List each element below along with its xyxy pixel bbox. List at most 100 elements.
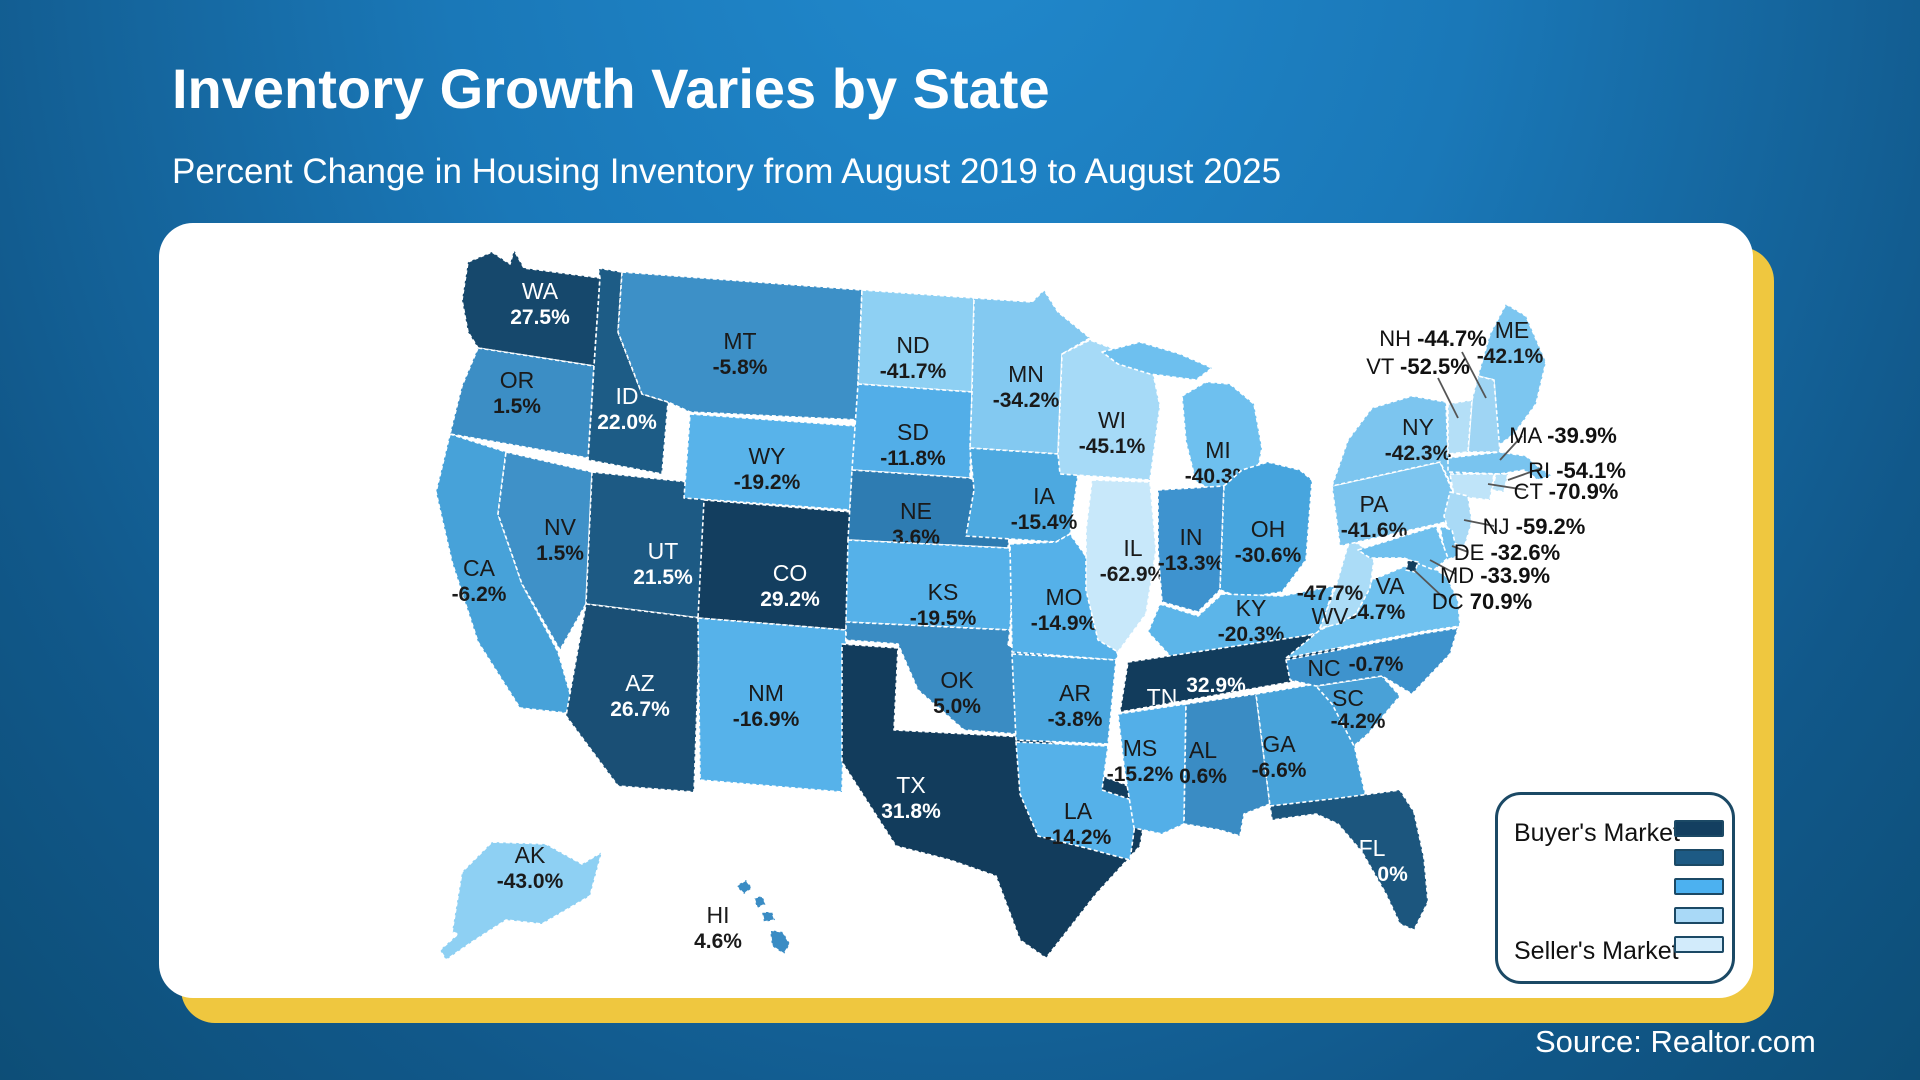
state-callout-DC: DC 70.9%	[1432, 589, 1532, 614]
state-CT: CT -70.9%	[1449, 473, 1618, 504]
legend-buyer-label: Buyer's Market	[1514, 819, 1680, 847]
state-value-IA: -15.4%	[1011, 511, 1078, 534]
map-legend: Buyer's Market Seller's Market	[1495, 792, 1735, 984]
state-label-IA: IA	[1033, 483, 1055, 509]
state-NH: NH -44.7%	[1379, 326, 1501, 453]
state-shape-SD	[851, 383, 973, 479]
state-shape-NC	[1285, 627, 1459, 695]
state-value-MO: -14.9%	[1031, 612, 1098, 635]
legend-seller-label: Seller's Market	[1514, 937, 1679, 965]
state-value-ND: -41.7%	[880, 360, 947, 383]
state-label-MO: MO	[1045, 584, 1082, 610]
state-value-OK: 5.0%	[933, 695, 981, 718]
state-label-HI: HI	[707, 902, 730, 928]
state-value-WY: -19.2%	[734, 471, 801, 494]
state-value-ME: -42.1%	[1477, 345, 1544, 368]
legend-swatch-4	[1674, 907, 1724, 924]
state-value-KY: -20.3%	[1218, 623, 1285, 646]
state-label-TN: TN	[1147, 684, 1178, 710]
state-NV: NV1.5%	[497, 451, 593, 651]
state-value-WA: 27.5%	[510, 306, 570, 329]
state-shape-MT	[617, 271, 863, 421]
callout-line-DE	[1451, 545, 1469, 553]
state-IL: IL-62.9%	[1085, 479, 1167, 653]
state-NC: NC -0.7%	[1285, 627, 1459, 695]
state-label-MS: MS	[1123, 735, 1158, 761]
callout-line-MA	[1499, 435, 1523, 461]
state-value-MS: -15.2%	[1107, 763, 1174, 786]
callout-line-NH	[1461, 351, 1487, 399]
state-shape-VA	[1285, 559, 1461, 659]
state-OR: OR1.5%	[449, 347, 595, 459]
state-NM: NM-16.9%	[697, 617, 847, 793]
state-value-OR: 1.5%	[493, 395, 541, 418]
state-shape-HI	[735, 879, 791, 955]
state-label-ID: ID	[616, 383, 639, 409]
state-shape-CT	[1449, 473, 1495, 501]
state-MN: MN-34.2%	[969, 289, 1091, 455]
page-title: Inventory Growth Varies by State	[172, 57, 1050, 120]
state-label-MT: MT	[723, 328, 756, 354]
state-shape-FL	[1269, 789, 1429, 931]
state-label-IN: IN	[1180, 524, 1203, 550]
state-shape-MN	[969, 289, 1091, 455]
state-label-VA: VA	[1376, 573, 1406, 599]
state-label-FL: FL	[1359, 835, 1386, 861]
state-shape-WI	[1057, 339, 1161, 481]
state-label-AL: AL	[1189, 737, 1217, 763]
state-AR: AR-3.8%	[1011, 653, 1117, 745]
state-SD: SD-11.8%	[851, 383, 973, 479]
state-label-AR: AR	[1059, 680, 1091, 706]
state-shape-ME	[1477, 303, 1547, 447]
state-value-AK: -43.0%	[497, 870, 564, 893]
callout-line-RI	[1507, 467, 1543, 481]
state-value-HI: 4.6%	[694, 930, 742, 953]
state-shape-MD	[1357, 525, 1449, 571]
state-value-TN: 32.9%	[1186, 674, 1246, 697]
state-label-OR: OR	[500, 367, 535, 393]
state-label-OH: OH	[1251, 516, 1286, 542]
callout-line-VT	[1437, 377, 1459, 419]
state-value-WV: -47.7%	[1297, 582, 1364, 605]
state-callout-MA: MA -39.9%	[1509, 423, 1617, 448]
state-label-AZ: AZ	[625, 670, 654, 696]
state-WY: WY-19.2%	[683, 413, 857, 511]
state-label-NC: NC	[1307, 655, 1340, 681]
legend-swatch-1	[1674, 820, 1724, 837]
state-value-OH: -30.6%	[1235, 544, 1302, 567]
state-SC: SC-4.2%	[1315, 675, 1401, 747]
state-ND: ND-41.7%	[857, 289, 975, 393]
state-WI: WI-45.1%	[1057, 339, 1161, 481]
state-value-CA: -6.2%	[452, 583, 507, 606]
state-shape-AL	[1183, 693, 1271, 837]
state-DE: DE -32.6%	[1439, 525, 1560, 565]
state-shape-MI	[1101, 341, 1263, 495]
state-shape-NH	[1467, 375, 1501, 453]
state-AK: AK-43.0%	[439, 841, 603, 961]
state-label-KY: KY	[1236, 595, 1267, 621]
state-label-WV: WV	[1311, 603, 1349, 629]
state-value-LA: -14.2%	[1045, 826, 1112, 849]
state-HI: HI4.6%	[694, 879, 791, 955]
state-label-TX: TX	[896, 772, 925, 798]
state-label-SC: SC	[1332, 685, 1364, 711]
callout-line-CT	[1487, 483, 1527, 491]
state-shape-MA	[1447, 451, 1553, 481]
state-shape-RI	[1491, 473, 1509, 493]
state-value-UT: 21.5%	[633, 566, 693, 589]
state-value-AL: 0.6%	[1179, 765, 1227, 788]
state-value-WI: -45.1%	[1079, 435, 1146, 458]
state-shape-WV	[1319, 539, 1375, 629]
state-OH: OH-30.6%	[1219, 461, 1313, 599]
state-MD: MD -33.9%	[1357, 525, 1550, 588]
state-label-LA: LA	[1064, 798, 1093, 824]
state-value-MT: -5.8%	[713, 356, 768, 379]
state-IA: IA-15.4%	[965, 447, 1079, 543]
callout-line-DC	[1413, 569, 1447, 601]
state-value-NC: -0.7%	[1349, 653, 1404, 676]
